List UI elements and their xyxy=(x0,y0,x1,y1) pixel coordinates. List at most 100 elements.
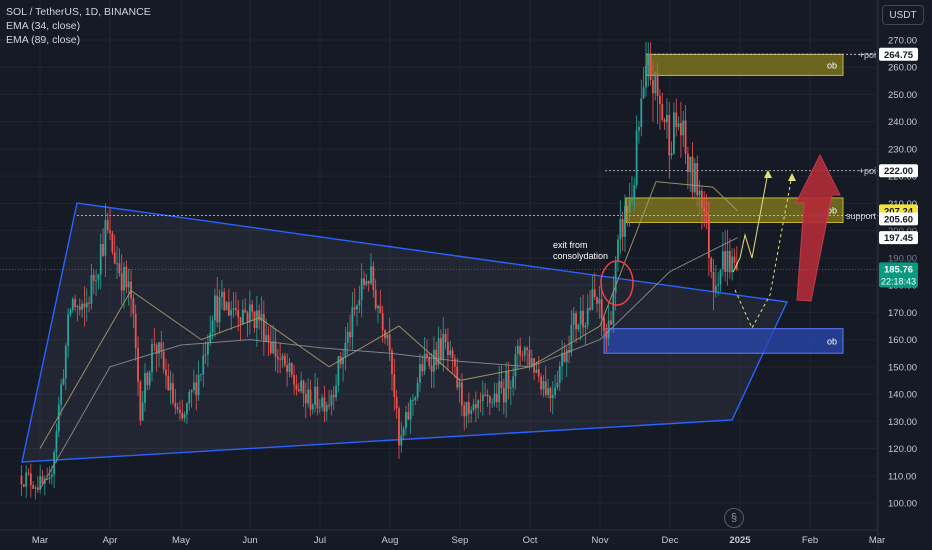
candle-body xyxy=(179,409,181,413)
candle-body xyxy=(593,289,596,297)
candle-body xyxy=(561,352,563,367)
candle-body xyxy=(652,79,654,94)
candle-body xyxy=(689,156,692,173)
candle-body xyxy=(137,348,139,382)
candle-body xyxy=(647,54,650,66)
candle-body xyxy=(190,390,193,393)
y-tick-label: 240.00 xyxy=(888,117,917,128)
candle-body xyxy=(288,363,291,372)
y-tick-label: 230.00 xyxy=(888,144,917,155)
candle-body xyxy=(349,331,351,338)
candle-body xyxy=(610,320,612,325)
candle-body xyxy=(633,185,636,199)
candle-body xyxy=(241,309,244,324)
candle-body xyxy=(57,404,60,432)
candle-body xyxy=(85,302,88,308)
candle-body xyxy=(218,297,221,323)
candle-body xyxy=(374,289,377,309)
ob-zone-3 xyxy=(603,328,844,354)
candle-body xyxy=(607,320,610,339)
candle-body xyxy=(582,310,584,328)
countdown-tag: 22:18:43 xyxy=(881,276,916,286)
candle-body xyxy=(393,374,396,397)
candle-body xyxy=(155,344,158,354)
candle-body xyxy=(645,65,647,88)
candle-body xyxy=(421,364,424,372)
candle-body xyxy=(216,295,219,323)
candle-body xyxy=(274,341,277,357)
candle-body xyxy=(262,314,265,342)
candle-body xyxy=(435,349,438,365)
candle-body xyxy=(78,306,81,310)
candle-body xyxy=(677,123,680,128)
candle-body xyxy=(547,388,549,396)
candle-body xyxy=(36,487,39,490)
candle-body xyxy=(141,402,144,421)
candle-body xyxy=(260,314,263,321)
candle-body xyxy=(467,401,470,414)
candle-body xyxy=(272,341,275,353)
symbol-title: SOL / TetherUS, 1D, BINANCE xyxy=(6,6,151,18)
candle-body xyxy=(230,309,233,316)
candle-body xyxy=(474,404,477,409)
candle-body xyxy=(132,298,135,314)
candle-body xyxy=(148,372,151,386)
candle-body xyxy=(379,305,382,314)
triangle-pattern xyxy=(21,202,789,463)
candle-body xyxy=(321,397,323,408)
candle-body xyxy=(144,373,146,403)
ob-zone-label: ob xyxy=(827,336,837,346)
candle-body xyxy=(83,303,86,308)
candle-body xyxy=(430,365,433,372)
x-tick-label: May xyxy=(172,535,190,546)
candle-body xyxy=(428,357,431,366)
candle-body xyxy=(211,320,214,333)
candle-body xyxy=(670,153,673,156)
candle-body xyxy=(693,162,696,193)
candle-body xyxy=(193,382,195,391)
tradingview-logo-icon: § xyxy=(724,508,744,528)
candle-body xyxy=(237,310,240,318)
y-tick-label: 140.00 xyxy=(888,390,917,401)
candle-body xyxy=(526,347,529,350)
x-tick-label: Sep xyxy=(452,535,469,546)
candle-body xyxy=(32,485,35,489)
candle-body xyxy=(733,256,736,263)
x-tick-label: 2025 xyxy=(729,535,751,546)
candle-body xyxy=(356,305,358,310)
candle-body xyxy=(549,388,552,399)
candle-body xyxy=(67,314,70,346)
candle-body xyxy=(449,350,452,356)
candle-body xyxy=(675,112,678,128)
candle-body xyxy=(544,381,547,396)
candle-body xyxy=(316,386,319,409)
currency-button[interactable]: USDT xyxy=(882,5,924,25)
candle-body xyxy=(220,291,223,298)
candle-body xyxy=(391,351,393,375)
candle-body xyxy=(589,307,591,310)
candle-body xyxy=(265,335,268,342)
candle-body xyxy=(258,310,261,321)
candle-body xyxy=(405,412,407,429)
candle-body xyxy=(409,400,412,420)
candle-body xyxy=(104,220,107,256)
candle-body xyxy=(335,385,337,398)
candle-body xyxy=(570,324,573,353)
candle-body xyxy=(542,381,545,390)
y-tick-label: 150.00 xyxy=(888,362,917,373)
candle-body xyxy=(731,256,734,273)
candle-body xyxy=(528,349,531,366)
candle-body xyxy=(204,354,207,356)
candle-body xyxy=(719,269,722,285)
y-tick-label: 100.00 xyxy=(888,499,917,510)
candle-body xyxy=(433,349,435,372)
x-tick-label: Jul xyxy=(314,535,326,546)
ema89-price-tag: 197.45 xyxy=(884,233,914,244)
candle-body xyxy=(281,355,284,360)
candle-body xyxy=(363,278,365,285)
ema34-legend: EMA (34, close) xyxy=(6,20,81,32)
candle-body xyxy=(684,120,687,154)
candle-body xyxy=(540,376,543,390)
